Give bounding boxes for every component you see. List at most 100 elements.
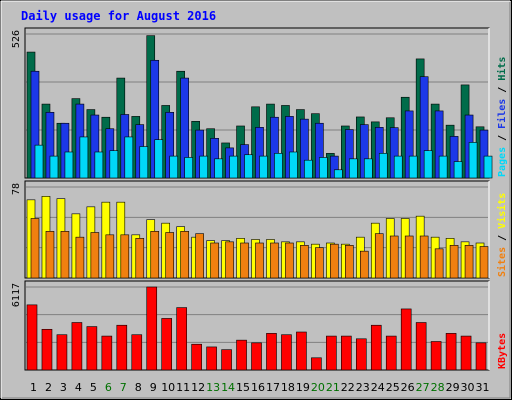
x-tick-label-day-20: 20 xyxy=(311,381,325,394)
bar-kbytes-day-27 xyxy=(415,322,427,371)
bar-kbytes-day-12 xyxy=(191,343,202,371)
bar-kbytes-day-16 xyxy=(251,342,262,371)
bar-sites-day-31 xyxy=(479,246,489,279)
bar-kbytes-day-19 xyxy=(296,331,307,371)
bar-pages-day-9 xyxy=(154,139,164,179)
x-tick-label-day-16: 16 xyxy=(251,381,265,394)
x-tick-label-day-31: 31 xyxy=(476,381,490,394)
x-tick-label-day-25: 25 xyxy=(386,381,400,394)
bar-kbytes-day-1 xyxy=(26,304,38,371)
x-tick-label-day-2: 2 xyxy=(45,381,52,394)
bar-sites-day-19 xyxy=(300,245,309,279)
panel-top: 526 Pages / Files / Hits xyxy=(11,27,508,179)
bar-kbytes-day-17 xyxy=(266,333,277,371)
bar-pages-day-18 xyxy=(289,151,298,179)
bar-sites-day-17 xyxy=(270,242,279,279)
x-tick-label-day-24: 24 xyxy=(371,381,385,394)
bar-sites-day-8 xyxy=(135,238,145,279)
bar-kbytes-day-15 xyxy=(236,339,247,371)
bar-kbytes-day-21 xyxy=(326,335,337,371)
bar-sites-day-2 xyxy=(45,231,55,279)
bar-pages-day-28 xyxy=(438,155,448,179)
x-tick-label-day-15: 15 xyxy=(236,381,250,394)
x-tick-label-day-29: 29 xyxy=(446,381,460,394)
bar-pages-day-25 xyxy=(393,155,403,179)
bar-sites-day-20 xyxy=(315,247,324,279)
bar-sites-day-3 xyxy=(60,231,70,279)
x-tick-label-day-30: 30 xyxy=(461,381,475,394)
bar-sites-day-11 xyxy=(180,231,189,279)
bar-pages-day-31 xyxy=(483,155,493,179)
bar-sites-day-22 xyxy=(345,245,354,279)
x-tick-label-day-12: 12 xyxy=(191,381,205,394)
bar-sites-day-27 xyxy=(419,235,429,279)
bar-pages-day-10 xyxy=(169,155,179,179)
x-tick-label-day-11: 11 xyxy=(176,381,190,394)
x-tick-label-day-22: 22 xyxy=(341,381,355,394)
bar-pages-day-22 xyxy=(349,158,358,179)
bar-pages-day-12 xyxy=(199,155,208,179)
x-tick-label-day-4: 4 xyxy=(75,381,82,394)
bar-sites-day-23 xyxy=(359,250,369,279)
legend-separator: / xyxy=(497,81,508,99)
bar-pages-day-26 xyxy=(408,155,418,179)
bar-pages-day-17 xyxy=(274,153,283,179)
bar-kbytes-day-25 xyxy=(385,335,397,371)
bar-pages-day-15 xyxy=(244,154,253,179)
bar-kbytes-day-26 xyxy=(400,308,412,371)
bar-kbytes-day-20 xyxy=(311,357,322,371)
bar-sites-day-25 xyxy=(389,235,399,279)
bar-sites-day-4 xyxy=(75,236,85,279)
panel-bottom: 6117 KBytes xyxy=(11,280,508,371)
x-tick-label-day-7: 7 xyxy=(120,381,127,394)
legend-separator: / xyxy=(497,229,508,247)
x-tick-label-day-28: 28 xyxy=(431,381,445,394)
bar-pages-day-30 xyxy=(468,142,478,179)
legend-entry-visits: Visits xyxy=(496,193,508,229)
bar-sites-day-21 xyxy=(330,243,339,279)
bar-pages-day-7 xyxy=(124,136,134,179)
bar-sites-day-5 xyxy=(90,232,100,279)
bar-sites-day-28 xyxy=(434,248,444,279)
x-tick-label-day-6: 6 xyxy=(105,381,112,394)
panel-bottom-max-label: 6117 xyxy=(11,283,22,307)
bar-sites-day-1 xyxy=(30,218,40,279)
panel-top-max-label: 526 xyxy=(11,30,22,48)
x-tick-label-day-10: 10 xyxy=(161,381,175,394)
bar-kbytes-day-10 xyxy=(161,318,173,371)
x-tick-label-day-19: 19 xyxy=(296,381,310,394)
panel-middle: 78 Sites / Visits xyxy=(11,180,508,279)
bar-kbytes-day-11 xyxy=(176,307,187,371)
x-tick-label-day-5: 5 xyxy=(90,381,97,394)
bar-kbytes-day-13 xyxy=(206,346,217,371)
bar-sites-day-10 xyxy=(165,232,175,279)
bar-kbytes-day-7 xyxy=(116,324,128,371)
x-tick-label-day-18: 18 xyxy=(281,381,295,394)
x-tick-label-day-27: 27 xyxy=(416,381,430,394)
bar-kbytes-day-22 xyxy=(341,335,352,371)
bar-pages-day-8 xyxy=(139,146,149,179)
bar-kbytes-day-5 xyxy=(86,326,98,371)
bar-pages-day-13 xyxy=(214,158,223,179)
x-tick-label-day-9: 9 xyxy=(150,381,157,394)
bar-sites-day-30 xyxy=(464,245,474,279)
bar-kbytes-day-3 xyxy=(56,334,68,371)
bar-kbytes-day-2 xyxy=(41,328,53,371)
legend-entry-sites: Sites xyxy=(496,247,508,277)
panel-bottom-legend: KBytes xyxy=(497,333,508,369)
x-tick-label-day-14: 14 xyxy=(221,381,235,394)
bar-pages-day-24 xyxy=(378,153,388,179)
bar-kbytes-day-6 xyxy=(101,335,113,371)
bar-sites-day-6 xyxy=(105,234,115,279)
bar-pages-day-5 xyxy=(94,151,104,179)
bar-sites-day-26 xyxy=(404,235,414,279)
bar-pages-day-3 xyxy=(64,151,74,179)
x-tick-label-day-3: 3 xyxy=(60,381,67,394)
panel-middle-legend: Sites / Visits xyxy=(496,193,508,277)
bar-pages-day-11 xyxy=(184,157,193,179)
bar-kbytes-day-18 xyxy=(281,334,292,371)
bar-sites-day-16 xyxy=(255,242,264,279)
bar-kbytes-day-14 xyxy=(221,349,232,371)
bar-pages-day-23 xyxy=(363,158,373,179)
panel-middle-max-label: 78 xyxy=(11,183,22,195)
